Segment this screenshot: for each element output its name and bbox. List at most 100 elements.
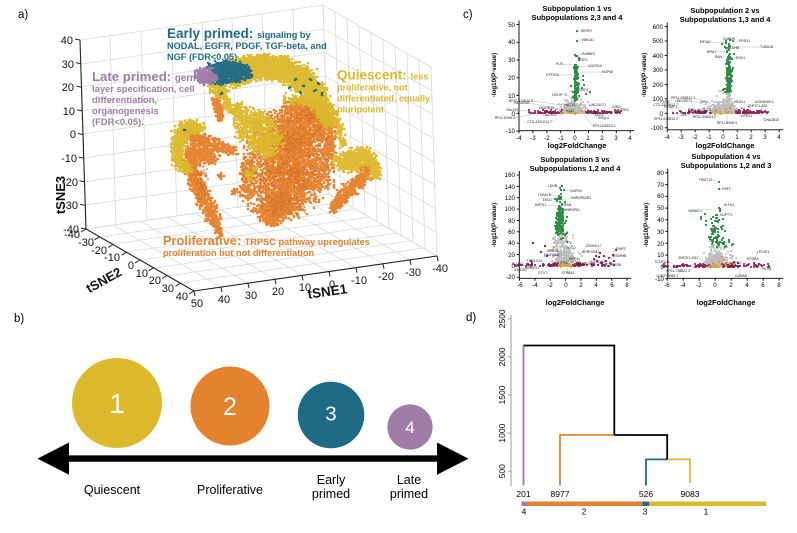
svg-text:-log10(P-value): -log10(P-value) — [491, 203, 498, 247]
svg-text:Quiescent: Quiescent — [84, 483, 141, 497]
svg-text:ETV7: ETV7 — [539, 271, 548, 275]
svg-text:0: 0 — [128, 260, 134, 272]
svg-text:IQCQ: IQCQ — [567, 246, 576, 250]
svg-text:GTF3C6: GTF3C6 — [546, 73, 559, 77]
svg-text:0: 0 — [660, 111, 664, 118]
svg-text:40: 40 — [508, 240, 515, 247]
svg-text:HSF2: HSF2 — [722, 187, 731, 191]
svg-text:NMNAT1: NMNAT1 — [688, 209, 702, 213]
svg-text:0: 0 — [713, 282, 717, 289]
svg-text:0: 0 — [721, 134, 725, 141]
svg-text:ESF2: ESF2 — [579, 58, 588, 62]
svg-text:2: 2 — [749, 134, 753, 141]
svg-text:-40: -40 — [64, 229, 80, 241]
svg-text:HNRNPDL: HNRNPDL — [564, 208, 581, 212]
svg-text:9083: 9083 — [681, 489, 700, 499]
svg-text:500: 500 — [653, 38, 664, 45]
svg-text:LDHB: LDHB — [730, 46, 740, 50]
svg-text:-20: -20 — [378, 271, 394, 283]
svg-text:526: 526 — [639, 489, 653, 499]
svg-text:40: 40 — [657, 217, 664, 224]
svg-text:DACH1: DACH1 — [507, 108, 519, 112]
svg-text:Subpopulations 1,3 and 4: Subpopulations 1,3 and 4 — [680, 15, 772, 24]
svg-text:Subpopulation 1 vs: Subpopulation 1 vs — [542, 4, 611, 13]
svg-text:-10: -10 — [655, 276, 665, 283]
svg-text:layer specification, cell: layer specification, cell — [92, 83, 195, 94]
svg-text:GANAB: GANAB — [735, 274, 748, 278]
svg-text:NGF (FDR<0.05): NGF (FDR<0.05) — [167, 52, 237, 62]
svg-text:(FDR<0.05).: (FDR<0.05). — [92, 116, 144, 127]
svg-text:-1: -1 — [558, 135, 564, 142]
svg-text:NRTC0: NRTC0 — [730, 261, 741, 265]
svg-text:20: 20 — [272, 286, 284, 298]
svg-text:0: 0 — [329, 279, 335, 291]
svg-text:10: 10 — [508, 93, 515, 100]
svg-text:-log10(P-value): -log10(P-value) — [643, 203, 650, 247]
svg-text:HESX1: HESX1 — [564, 103, 575, 107]
svg-text:30: 30 — [508, 57, 515, 64]
svg-text:RANBP1: RANBP1 — [582, 52, 596, 56]
svg-text:10: 10 — [657, 252, 664, 259]
svg-text:40: 40 — [61, 35, 73, 47]
svg-text:-4: -4 — [664, 134, 670, 141]
svg-text:FUS: FUS — [556, 62, 564, 66]
svg-text:80: 80 — [508, 218, 515, 225]
svg-text:3: 3 — [763, 134, 767, 141]
svg-text:ENO1: ENO1 — [736, 56, 745, 60]
svg-text:2: 2 — [729, 282, 733, 289]
svg-text:4: 4 — [405, 418, 414, 437]
svg-text:FNIP2: FNIP2 — [616, 247, 626, 251]
svg-text:GPR31: GPR31 — [741, 114, 752, 118]
svg-text:2: 2 — [579, 282, 583, 289]
svg-text:LGR2Y6065.1: LGR2Y6065.1 — [657, 274, 679, 278]
svg-text:-2: -2 — [547, 282, 553, 289]
svg-text:RAN: RAN — [715, 55, 723, 59]
svg-text:30: 30 — [657, 229, 664, 236]
svg-text:-10: -10 — [104, 252, 120, 264]
svg-text:NOP56: NOP56 — [602, 70, 613, 74]
svg-text:50: 50 — [657, 205, 664, 212]
svg-text:LPCAT1: LPCAT1 — [757, 250, 770, 254]
svg-text:100: 100 — [505, 206, 516, 213]
svg-text:log2FoldChange: log2FoldChange — [548, 141, 607, 150]
svg-text:SUPT7L: SUPT7L — [720, 213, 733, 217]
svg-text:tSNE1: tSNE1 — [307, 281, 349, 301]
svg-text:log2FoldChange: log2FoldChange — [696, 141, 755, 150]
svg-text:Proliferative: TRPSC pathway u: Proliferative: TRPSC pathway upregulates — [163, 233, 370, 248]
svg-text:1500: 1500 — [497, 385, 507, 404]
svg-text:HHEX: HHEX — [569, 257, 579, 261]
svg-text:8: 8 — [625, 282, 629, 289]
svg-text:HMGA1: HMGA1 — [582, 38, 594, 42]
svg-text:-4: -4 — [532, 282, 538, 289]
svg-text:tSNE3: tSNE3 — [53, 176, 68, 214]
svg-text:-2: -2 — [544, 135, 550, 142]
svg-text:CTD-2331H12.7: CTD-2331H12.7 — [527, 120, 552, 124]
svg-text:80: 80 — [657, 170, 664, 177]
svg-text:TUBA1B: TUBA1B — [538, 193, 552, 197]
svg-text:4: 4 — [522, 507, 527, 517]
svg-text:2: 2 — [223, 393, 237, 421]
svg-text:ZSWIM8: ZSWIM8 — [613, 254, 626, 258]
svg-text:POU5F1: POU5F1 — [664, 105, 677, 109]
svg-text:400: 400 — [653, 53, 664, 60]
svg-text:50: 50 — [508, 22, 515, 29]
svg-text:-log10(P-value): -log10(P-value) — [641, 53, 648, 97]
svg-text:6: 6 — [761, 282, 765, 289]
svg-text:RP11-348J24.2: RP11-348J24.2 — [693, 115, 716, 119]
svg-text:LINC02071: LINC02071 — [675, 99, 692, 103]
svg-text:30: 30 — [162, 283, 174, 295]
svg-text:2: 2 — [582, 507, 587, 517]
svg-text:RP11-638I13.2: RP11-638I13.2 — [593, 124, 616, 128]
svg-text:Subpopulations 1,2 and 4: Subpopulations 1,2 and 4 — [530, 164, 622, 173]
svg-text:0: 0 — [512, 111, 516, 118]
svg-text:ESR2: ESR2 — [620, 108, 629, 112]
svg-text:proliferation but not differen: proliferation but not differentiation — [163, 248, 314, 258]
svg-text:FXR2: FXR2 — [660, 100, 669, 104]
svg-text:2: 2 — [600, 135, 604, 142]
svg-text:8: 8 — [777, 282, 781, 289]
svg-text:60: 60 — [657, 193, 664, 200]
svg-text:ENO1: ENO1 — [543, 198, 552, 202]
svg-text:-40: -40 — [432, 263, 448, 275]
svg-text:DLK1: DLK1 — [595, 113, 604, 117]
svg-text:NPM1: NPM1 — [707, 50, 717, 54]
